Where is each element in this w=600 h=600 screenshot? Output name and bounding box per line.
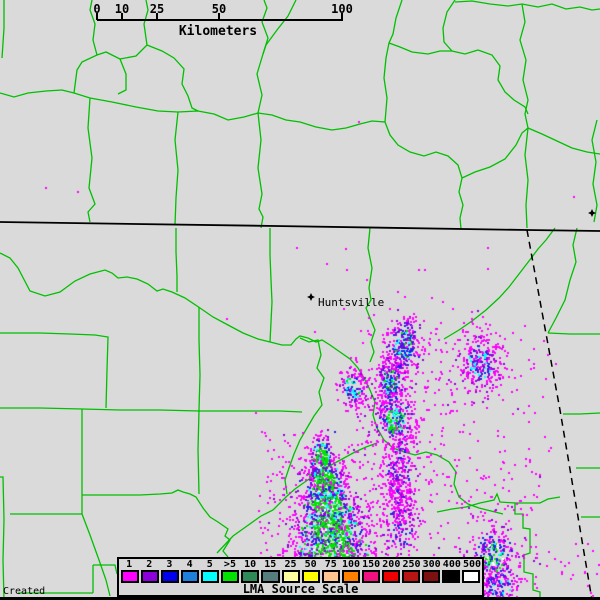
legend-label-10: 10 (244, 559, 257, 570)
legend-swatch-150 (361, 570, 380, 583)
created-timestamp: Created 12/19/2012 9:54:09 (3, 564, 123, 597)
legend-label-gt5: >5 (223, 559, 236, 570)
legend-color-swatches (119, 570, 482, 583)
legend-label-2: 2 (146, 559, 153, 570)
legend-label-150: 150 (362, 559, 381, 570)
legend-label-50: 50 (304, 559, 317, 570)
legend-swatch-15 (261, 570, 280, 583)
legend-swatch-10 (241, 570, 260, 583)
legend-swatch-gt5 (221, 570, 240, 583)
legend-label-250: 250 (402, 559, 421, 570)
legend-swatch-250 (401, 570, 420, 583)
legend-swatch-1 (121, 570, 140, 583)
legend-label-4: 4 (186, 559, 193, 570)
legend-swatch-400 (442, 570, 461, 583)
legend-swatch-3 (161, 570, 180, 583)
legend-swatch-75 (321, 570, 340, 583)
legend-label-1: 1 (126, 559, 133, 570)
legend-swatch-300 (421, 570, 440, 583)
legend-swatch-100 (341, 570, 360, 583)
legend-swatch-25 (281, 570, 300, 583)
legend-swatch-200 (381, 570, 400, 583)
legend-value-labels: 1 2 3 4 5 >5 10 15 25 50 75 100 150 200 250 300 400 500 (119, 559, 482, 570)
legend-swatch-5 (201, 570, 220, 583)
created-label: Created (3, 586, 46, 597)
legend-label-75: 75 (324, 559, 337, 570)
legend-title: LMA Source Scale (242, 582, 359, 596)
legend-label-15: 15 (264, 559, 277, 570)
legend-label-400: 400 (442, 559, 461, 570)
legend-label-100: 100 (341, 559, 360, 570)
legend-label-200: 200 (382, 559, 401, 570)
legend-swatch-2 (141, 570, 160, 583)
legend-swatch-500 (462, 570, 481, 583)
lma-source-scale-legend: 1 2 3 4 5 >5 10 15 25 50 75 100 150 200 250 300 400 500 L… (117, 557, 484, 597)
legend-label-3: 3 (166, 559, 173, 570)
legend-label-300: 300 (422, 559, 441, 570)
legend-label-5: 5 (206, 559, 213, 570)
legend-label-500: 500 (462, 559, 482, 570)
legend-swatch-50 (301, 570, 320, 583)
legend-label-25: 25 (284, 559, 297, 570)
legend-swatch-4 (181, 570, 200, 583)
